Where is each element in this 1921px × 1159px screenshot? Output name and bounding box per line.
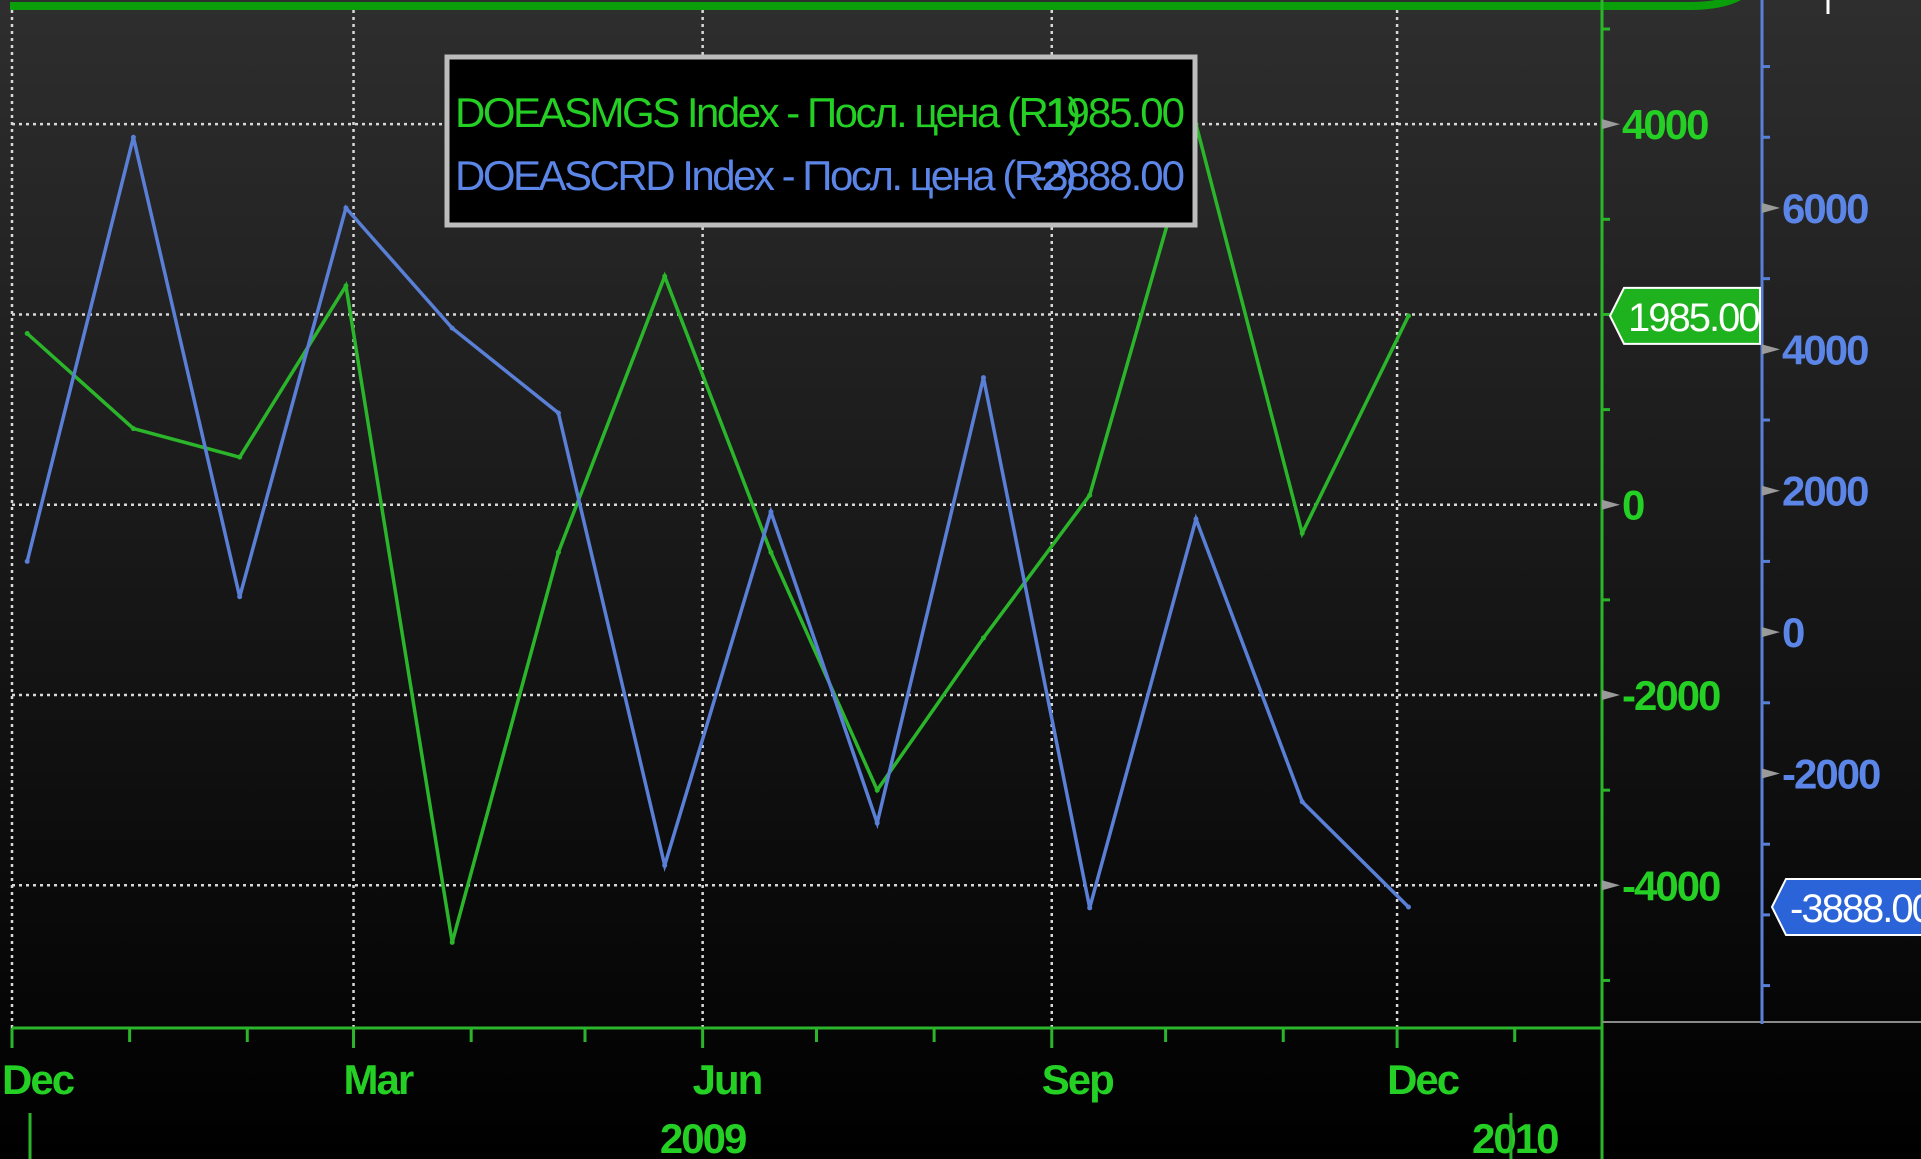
r2-tick-marker bbox=[1762, 202, 1780, 213]
x-tick-label: Dec bbox=[2, 1056, 75, 1103]
r2-tick-label: 4000 bbox=[1782, 326, 1868, 373]
legend-entry-label: DOEASMGS Index - Посл. цена (R1) bbox=[455, 89, 1079, 136]
data-point bbox=[237, 594, 243, 600]
r2-tick-label: -2000 bbox=[1782, 751, 1880, 798]
data-point bbox=[1299, 799, 1305, 805]
last-value-text: -3888.00 bbox=[1790, 887, 1921, 931]
legend-box bbox=[444, 54, 1198, 228]
data-point bbox=[874, 820, 880, 826]
x-tick-label: Mar bbox=[344, 1056, 414, 1103]
data-point bbox=[980, 375, 986, 381]
r2-tick-marker bbox=[1762, 768, 1780, 779]
data-point bbox=[1087, 905, 1093, 911]
data-point bbox=[343, 205, 349, 211]
data-point bbox=[130, 134, 136, 140]
r2-tick-label: 0 bbox=[1782, 609, 1804, 656]
legend: DOEASMGS Index - Посл. цена (R1)1985.00 D… bbox=[444, 54, 1198, 228]
data-point bbox=[1193, 516, 1199, 522]
r2-tick-marker bbox=[1762, 485, 1780, 496]
data-point bbox=[555, 410, 561, 416]
data-point bbox=[24, 558, 30, 564]
x-year-label: 2010 bbox=[1472, 1115, 1558, 1159]
data-point bbox=[662, 862, 668, 868]
last-value-badge-r1 bbox=[1608, 286, 1761, 345]
r1-tick-marker bbox=[1602, 499, 1620, 510]
x-year-label: 2009 bbox=[660, 1115, 746, 1159]
data-point bbox=[130, 426, 136, 432]
x-tick-label: Sep bbox=[1042, 1056, 1113, 1103]
legend-entry-value: -3888.00 bbox=[1033, 152, 1183, 199]
data-point bbox=[343, 283, 349, 289]
r2-tick-marker bbox=[1762, 627, 1780, 638]
data-point bbox=[237, 454, 243, 460]
r2-tick-label: 2000 bbox=[1782, 468, 1868, 515]
data-point bbox=[1405, 313, 1411, 319]
r1-tick-marker bbox=[1602, 880, 1620, 891]
r2-tick-marker bbox=[1762, 344, 1780, 355]
x-tick-label: Jun bbox=[693, 1056, 762, 1103]
data-point bbox=[449, 325, 455, 331]
x-tick-label: Dec bbox=[1387, 1056, 1460, 1103]
r1-tick-label: -4000 bbox=[1622, 862, 1720, 909]
data-point bbox=[768, 549, 774, 555]
series-line-r2 bbox=[25, 136, 1410, 909]
data-point bbox=[555, 549, 561, 555]
data-point bbox=[768, 509, 774, 515]
data-point bbox=[1299, 530, 1305, 536]
r1-tick-marker bbox=[1602, 119, 1620, 130]
data-point bbox=[874, 787, 880, 793]
last-value-text: 1985.00 bbox=[1628, 296, 1759, 340]
data-point bbox=[449, 939, 455, 945]
r2-tick-label: 6000 bbox=[1782, 185, 1868, 232]
top-frame-line bbox=[10, 0, 1741, 10]
r1-tick-label: 0 bbox=[1622, 482, 1644, 529]
r1-tick-label: -2000 bbox=[1622, 672, 1720, 719]
last-value-labels: 1985.00 -3888.00 bbox=[1608, 286, 1921, 936]
data-point bbox=[980, 635, 986, 641]
data-point bbox=[1405, 904, 1411, 910]
data-point bbox=[1087, 492, 1093, 498]
r1-tick-label: 4000 bbox=[1622, 101, 1708, 148]
data-point bbox=[24, 330, 30, 336]
data-point bbox=[662, 273, 668, 279]
legend-entry-label: DOEASCRD Index - Посл. цена (R2) bbox=[455, 152, 1075, 199]
last-value-badge-r2 bbox=[1770, 877, 1921, 936]
r1-tick-marker bbox=[1602, 690, 1620, 701]
legend-entry-value: 1985.00 bbox=[1045, 89, 1183, 136]
